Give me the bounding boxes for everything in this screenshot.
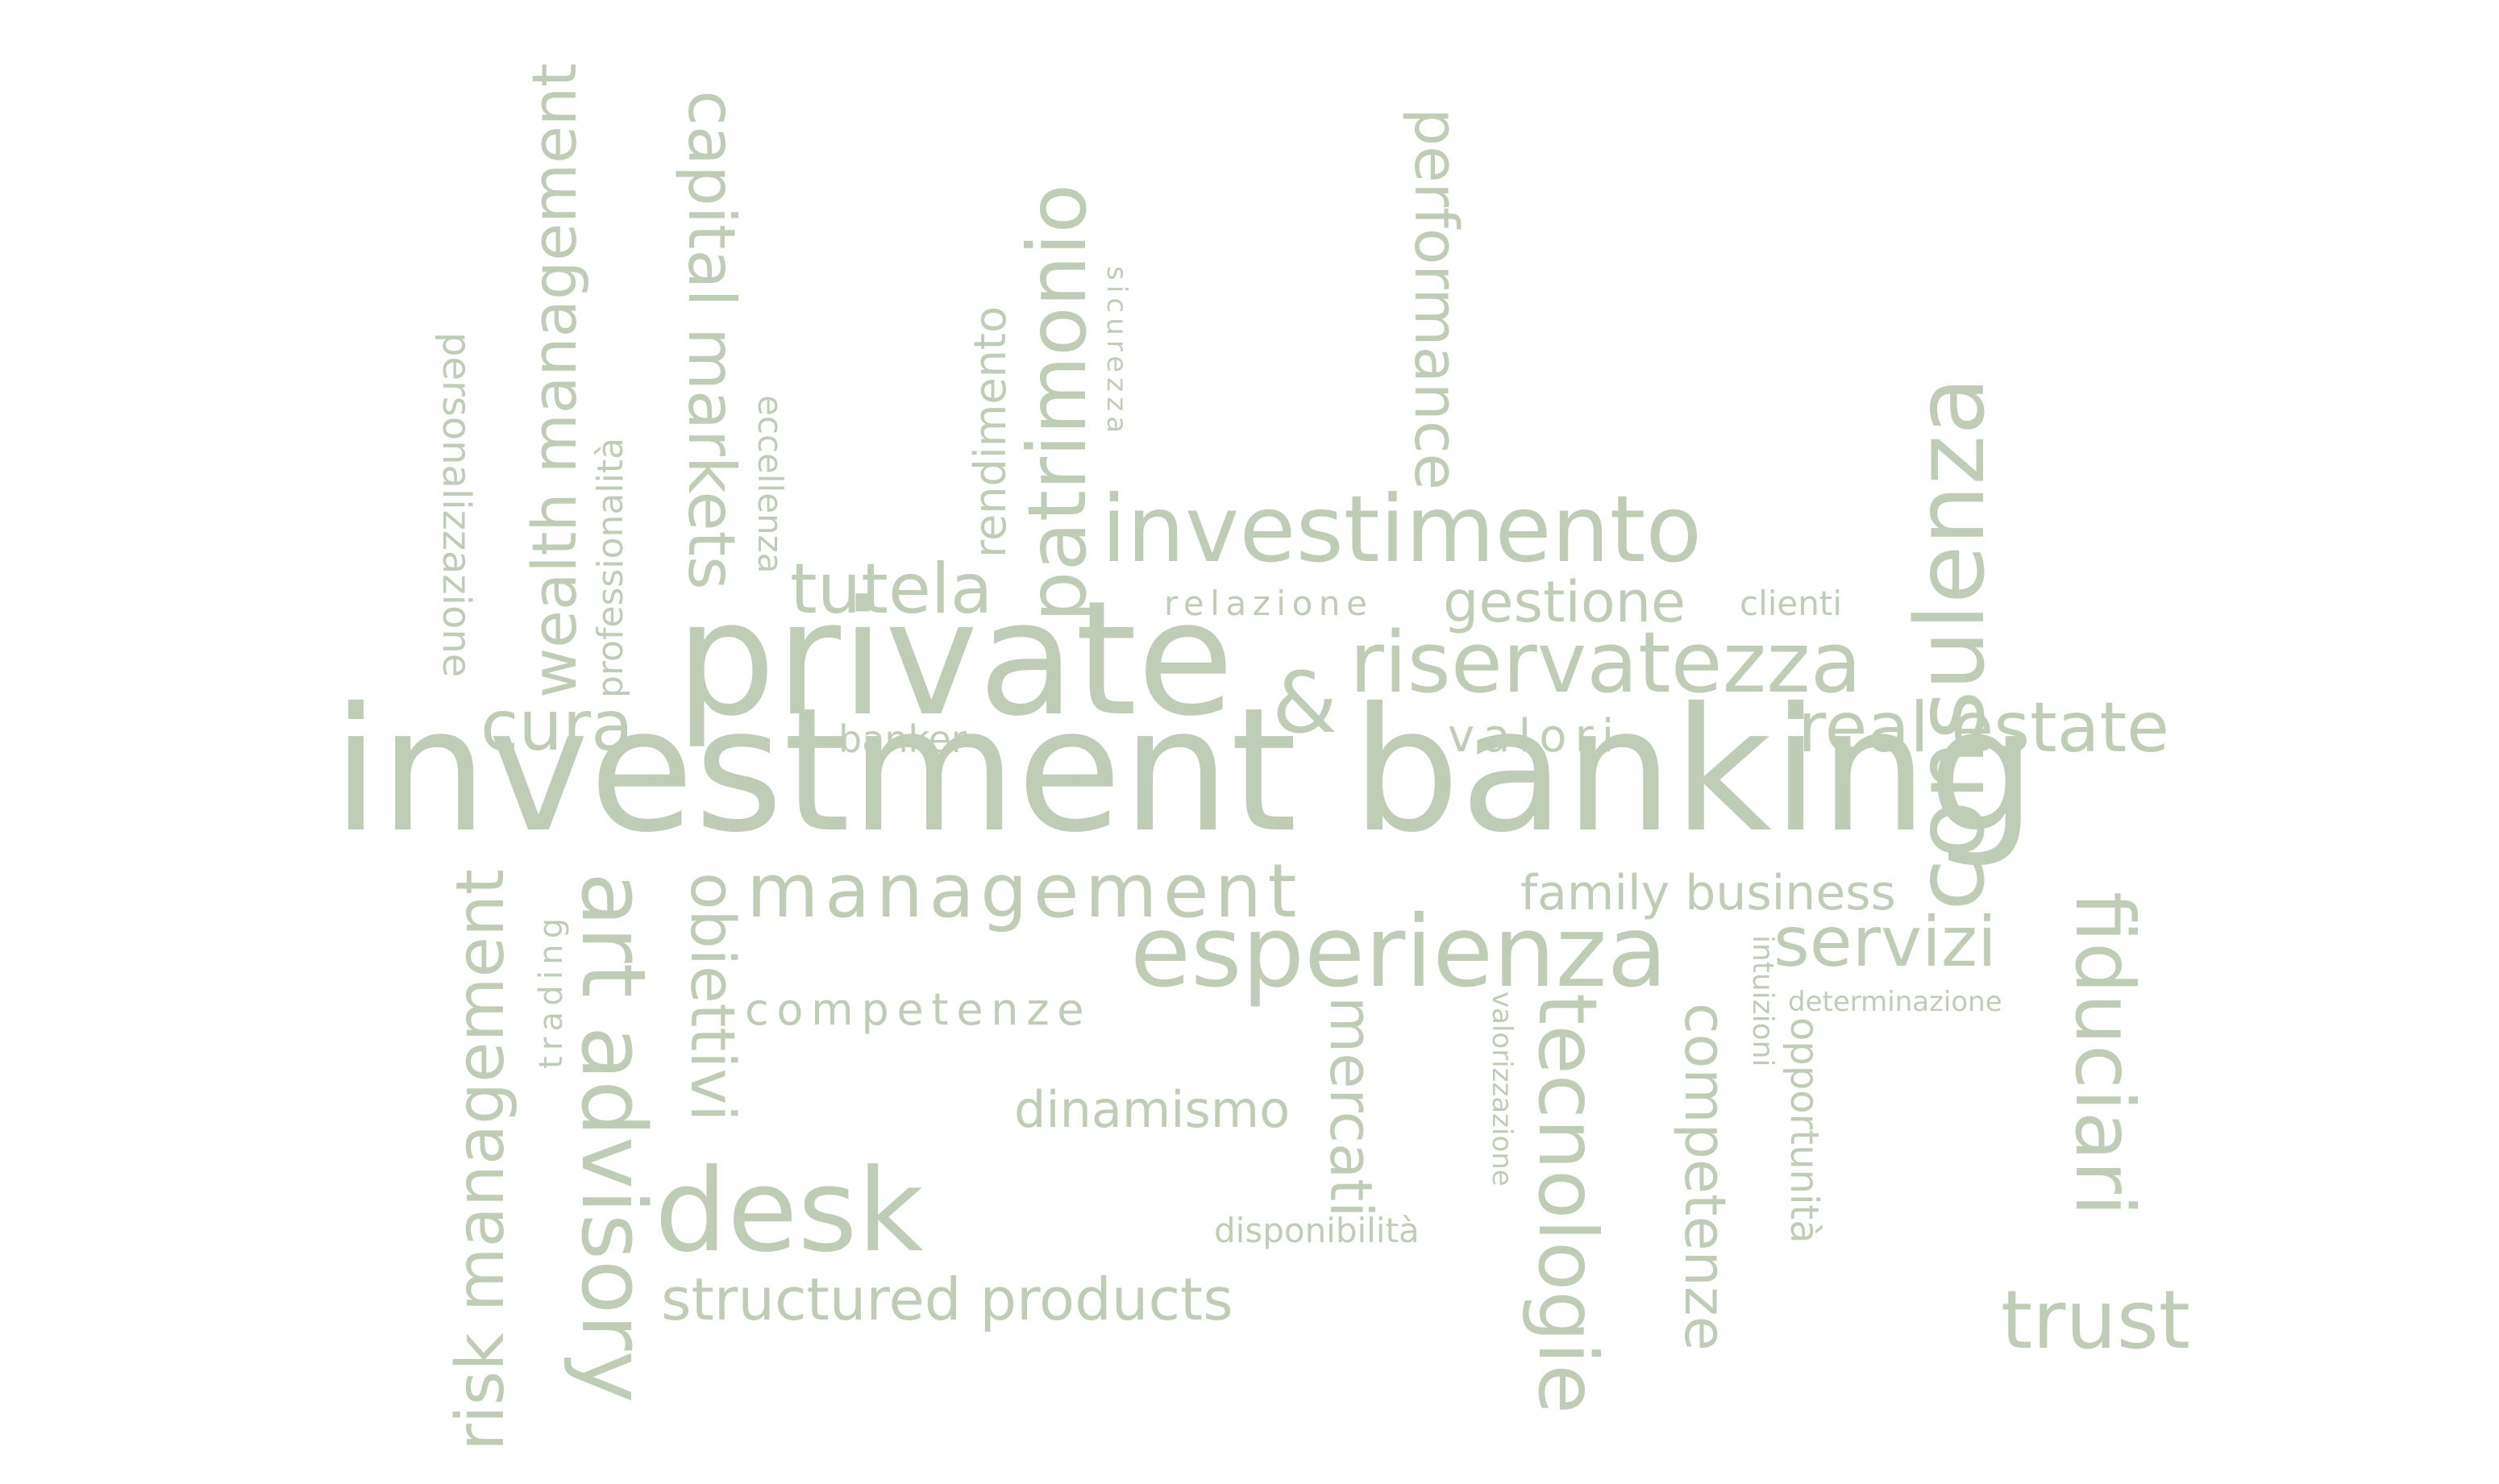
- word-determinazione: determinazione: [1788, 986, 2002, 1018]
- word-competenze: competenze: [745, 984, 1092, 1035]
- word-riservatezza: riservatezza: [1349, 613, 1862, 712]
- word-disponibilita: disponibilità: [1214, 1211, 1420, 1250]
- word-structured-products: structured products: [661, 1266, 1233, 1333]
- word-obiettivi: obiettivi: [677, 872, 749, 1122]
- word-risk-management: risk management: [443, 868, 519, 1451]
- word-rendimento: rendimento: [965, 306, 1016, 558]
- word-real-estate: real estate: [1798, 688, 2170, 768]
- word-opportunita: opportunità: [1782, 1017, 1827, 1244]
- word-dinamismo: dinamismo: [1014, 1080, 1291, 1139]
- word-relazione: relazione: [1164, 584, 1374, 623]
- word-valori: valori: [1448, 710, 1623, 763]
- word-personalizzazione: personalizzazione: [434, 332, 479, 678]
- word-wealth-management: wealth management: [518, 63, 590, 698]
- word-sicurezza: sicurezza: [1100, 266, 1133, 439]
- word-capital-markets: capital markets: [674, 90, 749, 590]
- word-valorizzazione: valorizzazione: [1486, 991, 1518, 1187]
- word-cura: cura: [480, 686, 634, 767]
- word-mercati: mercati: [1317, 996, 1385, 1218]
- word-professionalita: professionalità: [590, 437, 631, 698]
- word-banker: banker: [838, 717, 967, 761]
- word-competenze-vertical: competenze: [1672, 1003, 1738, 1351]
- word-fiduciari: fiduciari: [2057, 892, 2152, 1216]
- word-investment-banking: investment banking: [332, 671, 2036, 870]
- word-private: private: [676, 567, 1234, 751]
- word-consulenza: consulenza: [1894, 376, 2006, 911]
- word-gestione: gestione: [1443, 569, 1686, 635]
- word-intuizioni: intuizioni: [1746, 935, 1779, 1067]
- word-family-business: family business: [1520, 865, 1896, 921]
- word-clienti: clienti: [1740, 584, 1843, 623]
- word-management: management: [746, 848, 1303, 934]
- word-eccellenza: eccellenza: [751, 395, 790, 574]
- word-performance: performance: [1401, 108, 1470, 490]
- word-patrimonio: patrimonio: [1010, 184, 1104, 622]
- word-art-advisory: art advisory: [562, 872, 665, 1403]
- word-tutela: tutela: [790, 549, 993, 630]
- word-servizi: servizi: [1773, 902, 1997, 983]
- word-tecnologie: tecnologie: [1520, 993, 1615, 1415]
- word-desk: desk: [655, 1145, 924, 1278]
- word-trust: trust: [2001, 1273, 2191, 1367]
- word-ampersand: &: [1272, 654, 1338, 752]
- word-esperienza: esperienza: [1130, 895, 1668, 1009]
- word-investimento: investimento: [1101, 476, 1703, 583]
